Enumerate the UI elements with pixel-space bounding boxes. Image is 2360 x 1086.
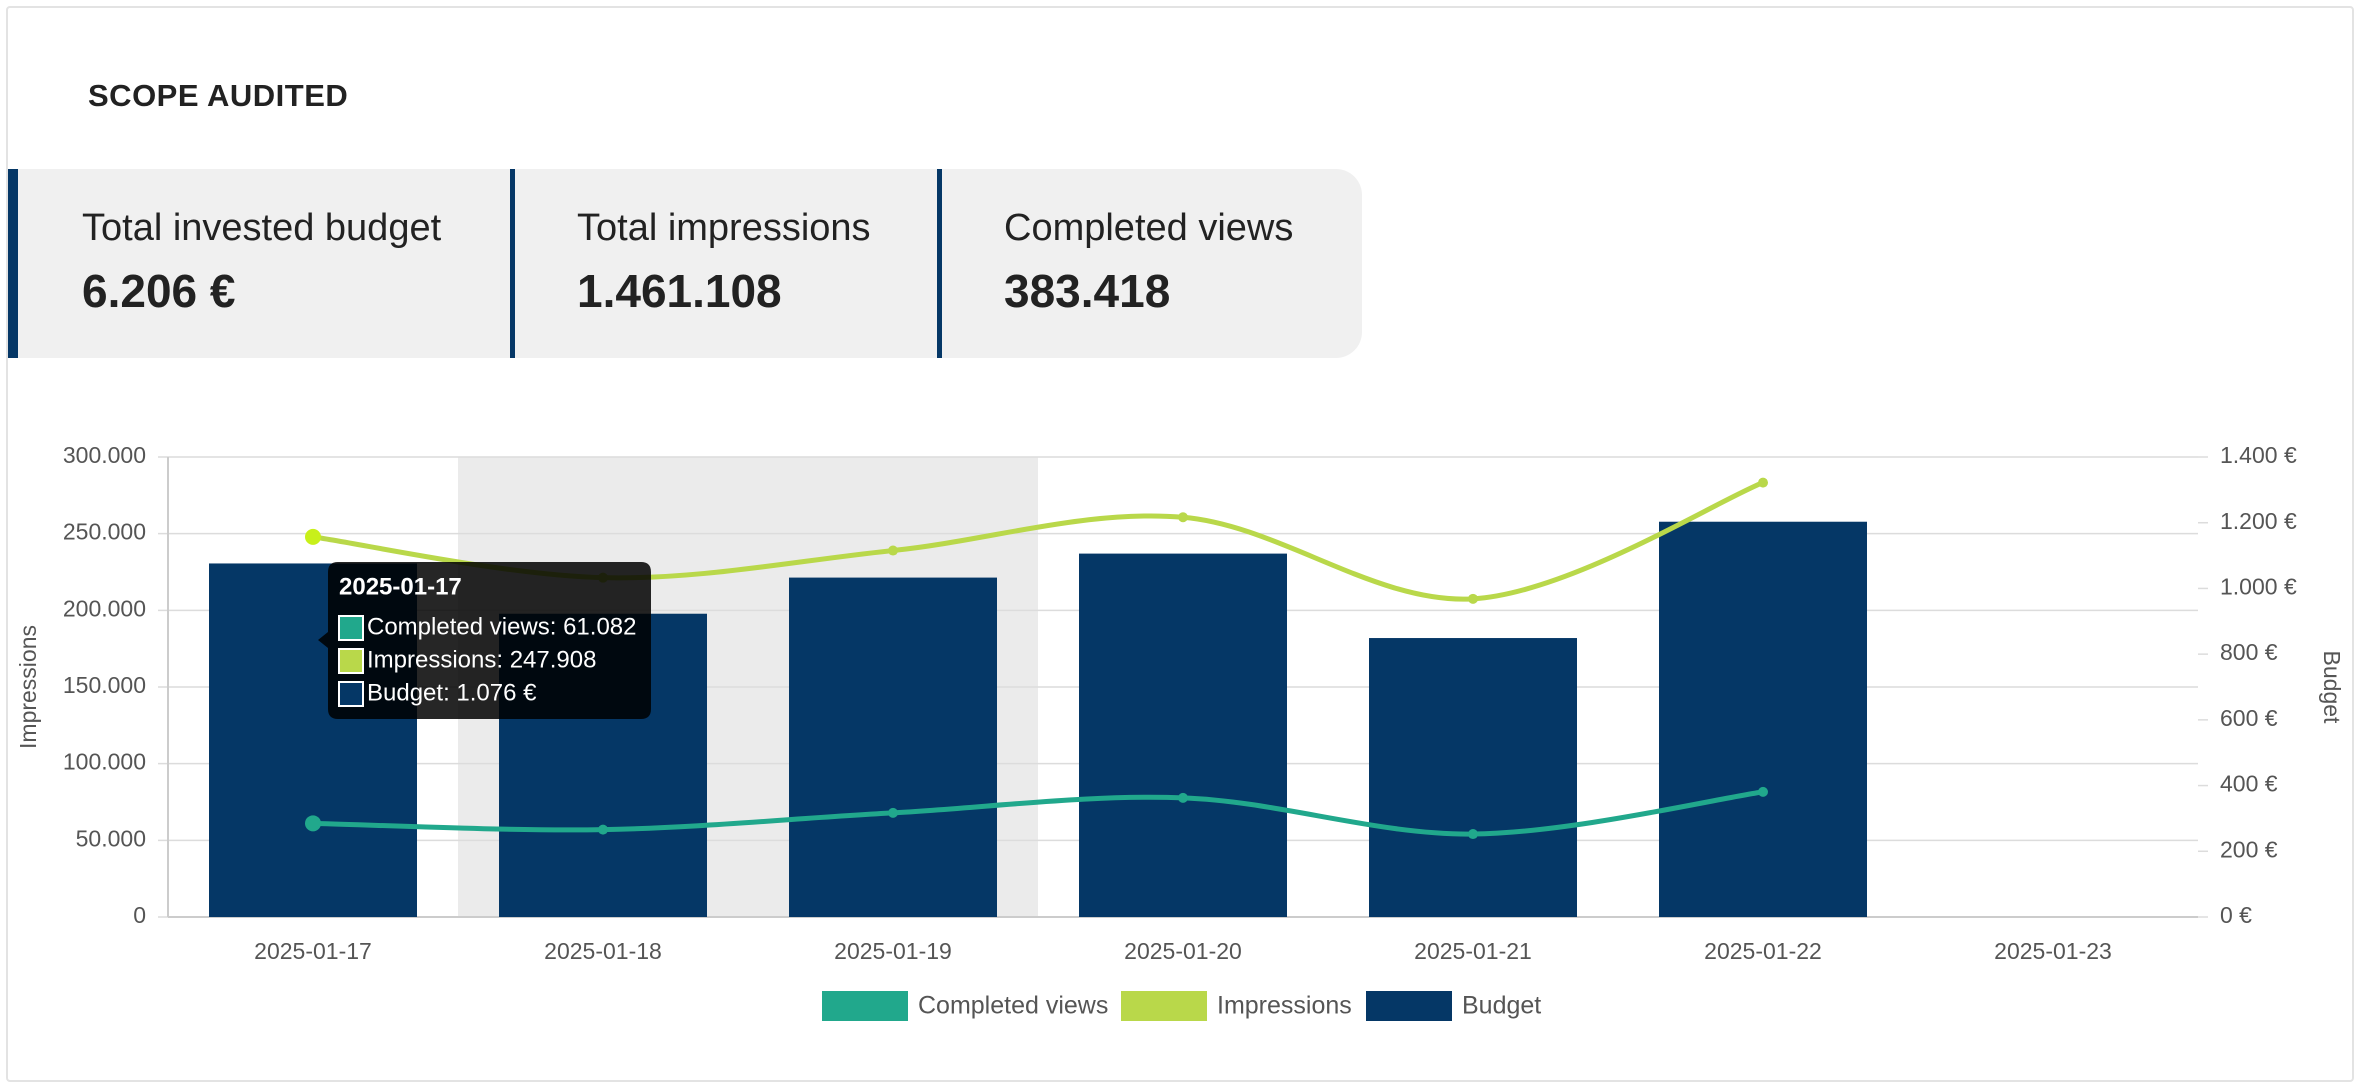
legend-label: Impressions — [1217, 992, 1352, 1020]
y2-tick-label: 200 € — [2220, 836, 2278, 862]
line-point — [1178, 512, 1188, 523]
tooltip-item: Budget: 1.076 € — [367, 679, 537, 706]
y-tick-label: 50.000 — [76, 825, 146, 851]
tooltip-title: 2025-01-17 — [339, 573, 462, 600]
y2-tick-label: 800 € — [2220, 639, 2278, 665]
bar — [789, 577, 997, 917]
x-tick-label: 2025-01-23 — [1994, 938, 2112, 964]
line-point — [888, 807, 898, 818]
y2-tick-label: 400 € — [2220, 771, 2278, 797]
x-tick-label: 2025-01-22 — [1704, 938, 1822, 964]
y-tick-label: 300.000 — [63, 442, 146, 468]
line-point — [1758, 477, 1768, 488]
line-point — [1468, 829, 1478, 840]
y2-axis-title: Budget — [2319, 651, 2345, 725]
y-tick-label: 0 — [133, 902, 146, 928]
legend-swatch — [1366, 991, 1452, 1021]
kpi-card: Total invested budget 6.206 € — [8, 169, 518, 358]
kpi-panel: Total invested budget 6.206 € Total impr… — [8, 169, 1362, 358]
line-point — [305, 528, 321, 545]
bar — [1079, 553, 1287, 917]
tooltip-swatch — [338, 681, 364, 707]
kpi-label: Completed views — [1004, 207, 1294, 249]
y2-tick-label: 1.000 € — [2220, 574, 2297, 600]
tooltip-item: Impressions: 247.908 — [367, 646, 596, 673]
y-tick-label: 200.000 — [63, 595, 146, 621]
kpi-card: Completed views 383.418 — [937, 169, 1362, 358]
kpi-value: 383.418 — [1004, 265, 1171, 317]
tooltip-swatch — [338, 648, 364, 674]
kpi-value: 1.461.108 — [577, 265, 782, 317]
tooltip: 2025-01-17 Completed views: 61.082 Impress… — [318, 562, 651, 719]
x-tick-label: 2025-01-18 — [544, 938, 662, 964]
y-tick-label: 250.000 — [63, 519, 146, 545]
x-tick-label: 2025-01-17 — [254, 938, 372, 964]
line-point — [888, 545, 898, 556]
bar — [1659, 521, 1867, 917]
x-tick-label: 2025-01-19 — [834, 938, 952, 964]
y-tick-label: 150.000 — [63, 672, 146, 698]
kpi-label: Total invested budget — [82, 207, 442, 249]
section-title: SCOPE AUDITED — [88, 78, 349, 113]
line-point — [1178, 792, 1188, 803]
bar — [1369, 638, 1577, 917]
tooltip-swatch — [338, 615, 364, 641]
kpi-card: Total impressions 1.461.108 — [510, 169, 935, 358]
line-point — [305, 815, 321, 832]
kpi-value: 6.206 € — [82, 265, 236, 317]
legend-label: Budget — [1462, 992, 1541, 1020]
x-tick-label: 2025-01-20 — [1124, 938, 1242, 964]
line-point — [598, 824, 608, 835]
card — [6, 6, 2354, 1082]
y-tick-label: 100.000 — [63, 749, 146, 775]
line-point — [1468, 593, 1478, 604]
x-tick-label: 2025-01-21 — [1414, 938, 1532, 964]
kpi-label: Total impressions — [577, 207, 871, 249]
y2-tick-label: 1.400 € — [2220, 442, 2297, 468]
y2-tick-label: 1.200 € — [2220, 508, 2297, 534]
line-point — [1758, 786, 1768, 797]
legend-swatch — [1121, 991, 1207, 1021]
legend-label: Completed views — [918, 992, 1108, 1020]
legend-swatch — [822, 991, 908, 1021]
y2-tick-label: 0 € — [2220, 902, 2252, 928]
tooltip-box — [318, 562, 651, 719]
y-axis-title: Impressions — [15, 625, 41, 749]
tooltip-item: Completed views: 61.082 — [367, 613, 636, 640]
line — [312, 789, 1764, 837]
y2-tick-label: 600 € — [2220, 705, 2278, 731]
